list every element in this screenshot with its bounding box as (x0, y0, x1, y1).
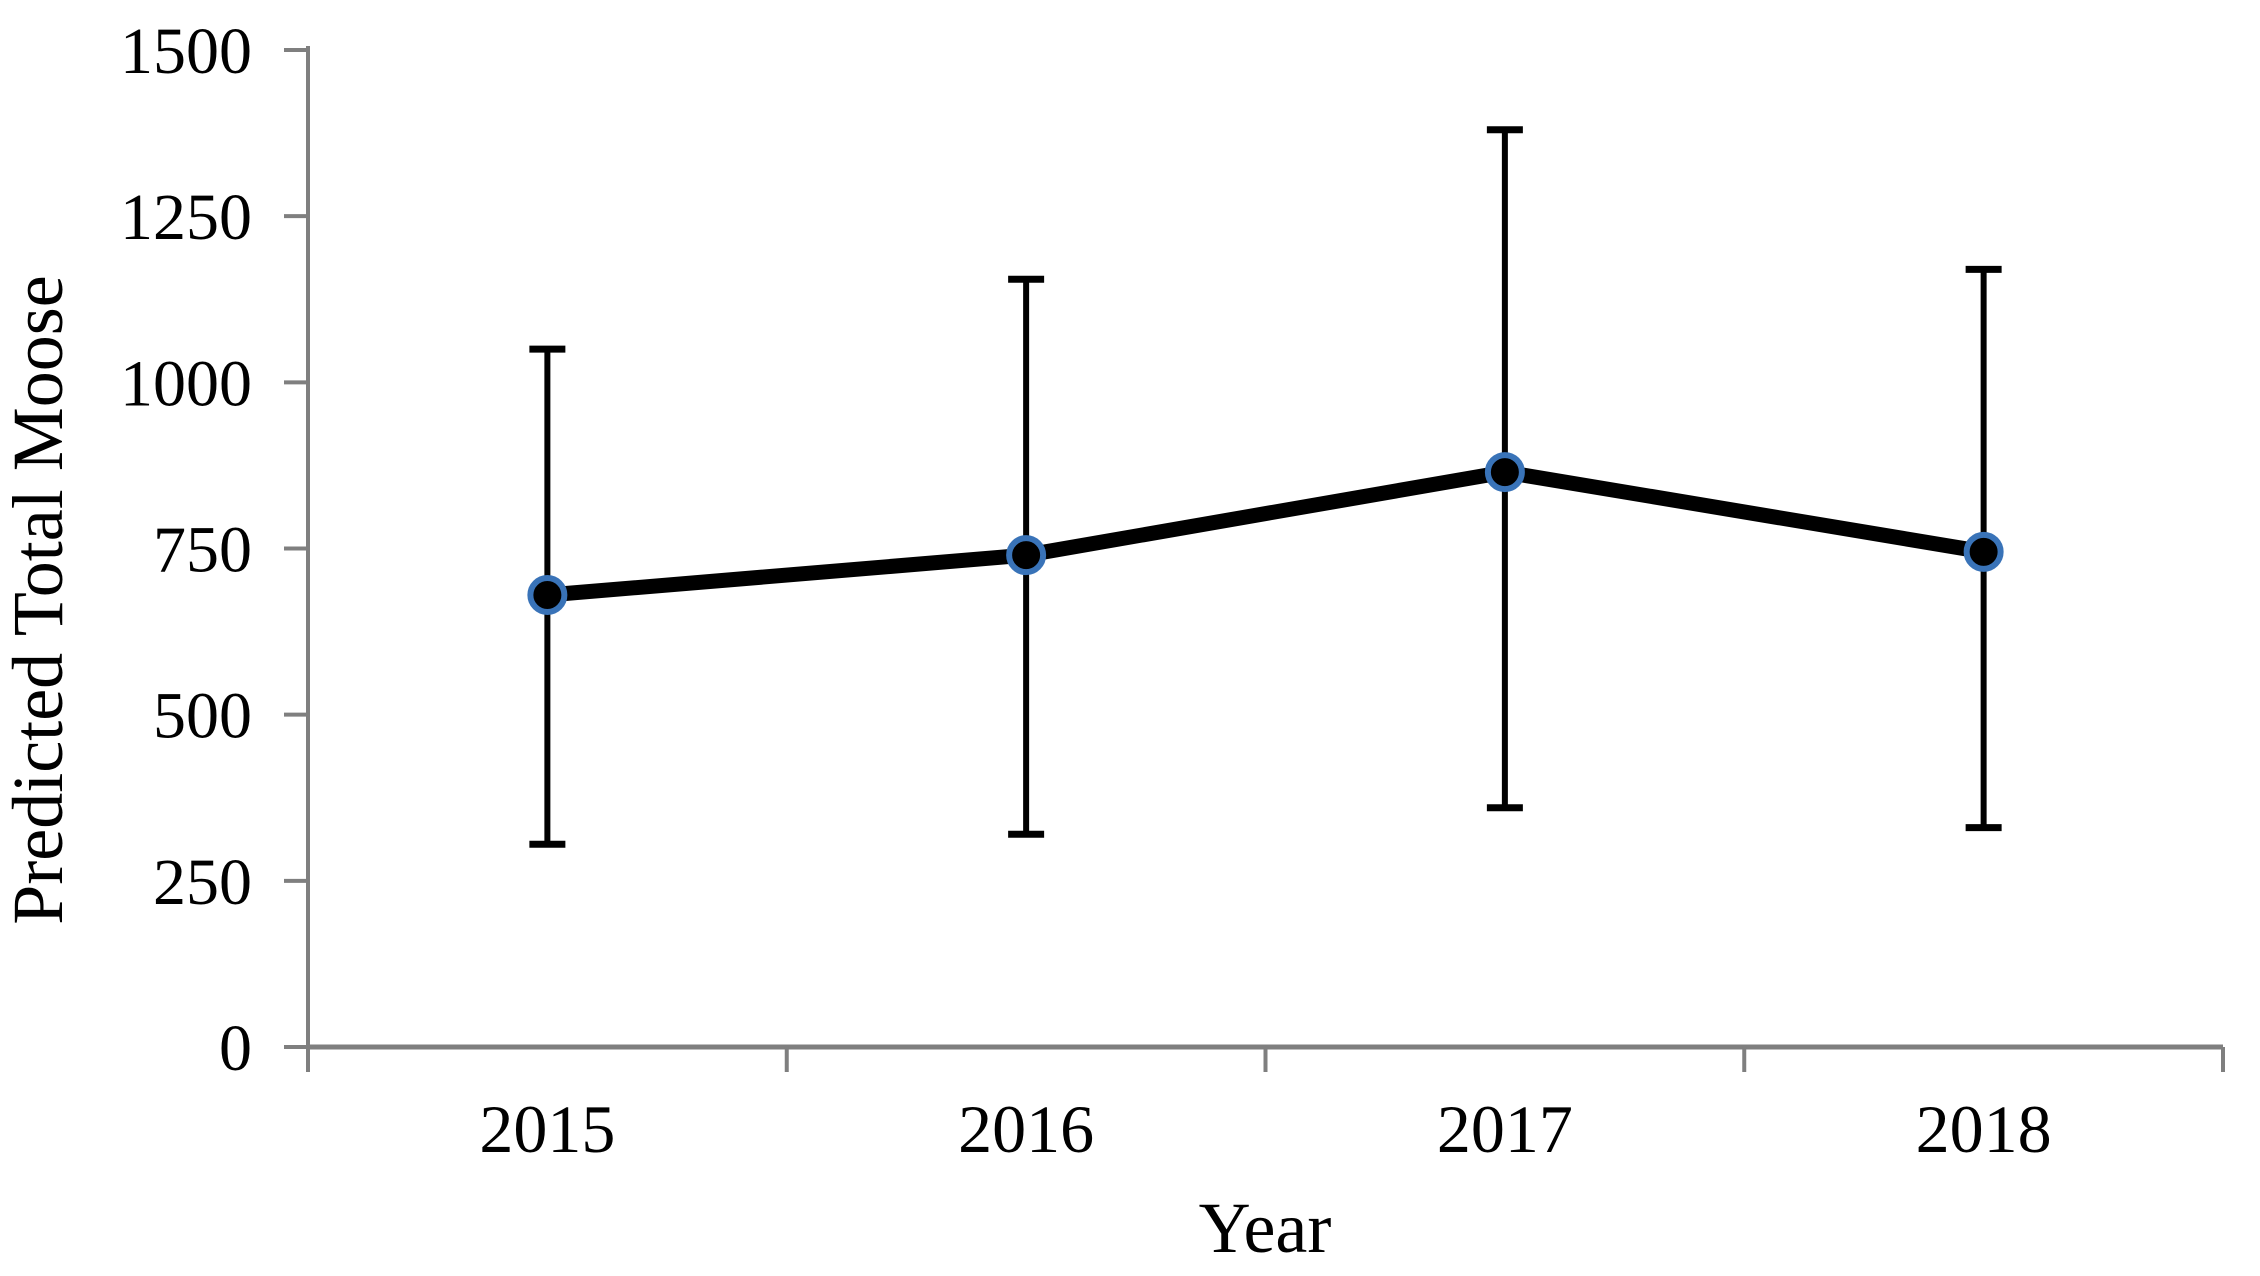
x-tick-label: 2016 (958, 1091, 1094, 1167)
y-tick-label: 0 (219, 1012, 252, 1085)
x-tick-label: 2018 (1916, 1091, 2052, 1167)
x-axis-title: Year (1199, 1188, 1332, 1268)
data-point-marker (527, 575, 568, 616)
y-tick-label: 1500 (120, 15, 252, 88)
axes (284, 46, 2225, 1072)
data-point-marker (1484, 452, 1525, 493)
y-tick-label: 750 (153, 514, 252, 587)
y-axis-title: Predicted Total Moose (0, 275, 78, 925)
data-point-marker (1006, 535, 1047, 576)
y-tick-label: 1000 (120, 347, 252, 420)
data-point-markers (527, 452, 2004, 616)
y-tick-label: 1250 (120, 181, 252, 254)
data-point-marker (1963, 531, 2004, 572)
x-tick-label: 2017 (1437, 1091, 1573, 1167)
y-tick-labels: 0 250 500 750 1000 1250 1500 (120, 15, 252, 1085)
series-line (546, 464, 1985, 603)
y-tick-label: 250 (153, 846, 252, 919)
x-tick-label: 2015 (479, 1091, 615, 1167)
x-tick-labels: 2015 2016 2017 2018 (479, 1091, 2051, 1167)
y-tick-label: 500 (153, 680, 252, 753)
error-bars (529, 126, 2002, 848)
